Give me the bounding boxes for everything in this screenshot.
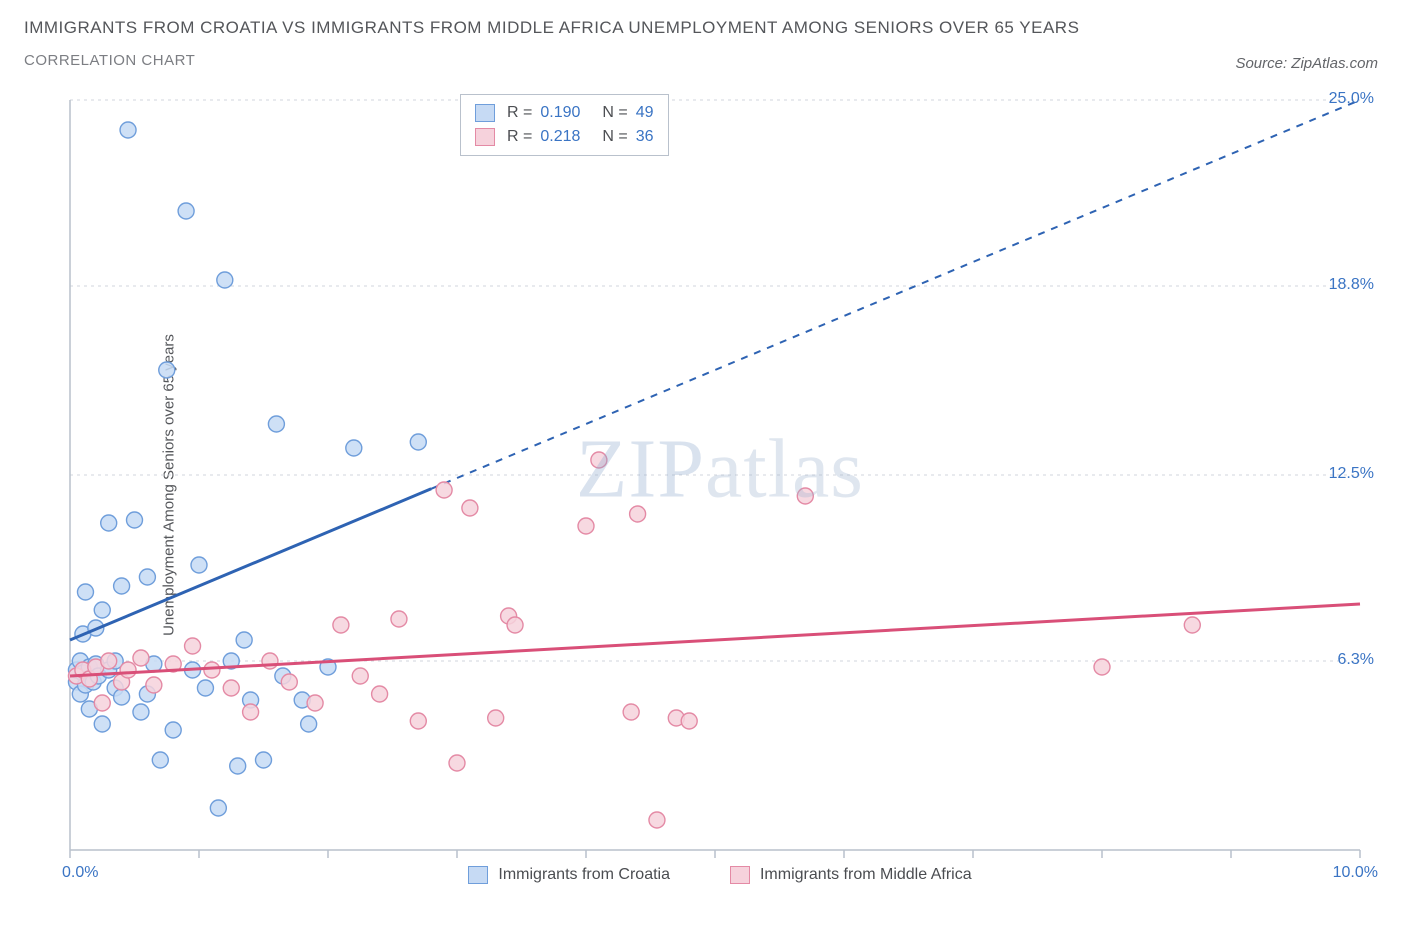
legend-swatch [475, 104, 495, 122]
y-tick-label: 6.3% [1338, 651, 1374, 669]
legend-swatch [475, 128, 495, 146]
legend-swatch [468, 866, 488, 884]
n-value: 36 [636, 128, 654, 146]
x-axis-start: 0.0% [62, 864, 98, 882]
series-legend: Immigrants from Croatia Immigrants from M… [60, 866, 1380, 884]
x-axis-end: 10.0% [1333, 864, 1378, 882]
legend-item: Immigrants from Middle Africa [730, 866, 972, 884]
correlation-legend: R = 0.190 N = 49 R = 0.218 N = 36 [460, 94, 669, 156]
chart-title: IMMIGRANTS FROM CROATIA VS IMMIGRANTS FR… [24, 18, 1382, 38]
source-attribution: Source: ZipAtlas.com [1235, 55, 1378, 72]
y-tick-label: 25.0% [1329, 90, 1374, 108]
legend-label: Immigrants from Croatia [498, 866, 670, 884]
r-label: R = [507, 128, 532, 146]
y-tick-label: 12.5% [1329, 465, 1374, 483]
n-label: N = [602, 128, 627, 146]
legend-swatch [730, 866, 750, 884]
y-tick-label: 18.8% [1329, 276, 1374, 294]
chart-area: Unemployment Among Seniors over 65 years… [60, 90, 1380, 880]
legend-item: Immigrants from Croatia [468, 866, 670, 884]
r-label: R = [507, 104, 532, 122]
n-label: N = [602, 104, 627, 122]
n-value: 49 [636, 104, 654, 122]
r-value: 0.190 [540, 104, 580, 122]
scatter-plot [60, 90, 1380, 880]
legend-label: Immigrants from Middle Africa [760, 866, 972, 884]
r-value: 0.218 [540, 128, 580, 146]
legend-row: R = 0.190 N = 49 [475, 101, 654, 125]
chart-subtitle: CORRELATION CHART [24, 52, 1382, 69]
legend-row: R = 0.218 N = 36 [475, 125, 654, 149]
